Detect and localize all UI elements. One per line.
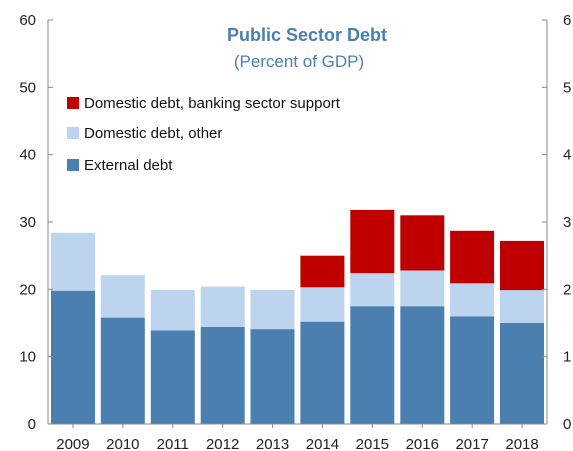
bar-domestic-debt-other-2015 bbox=[350, 273, 395, 307]
bar-external-debt-2014 bbox=[300, 321, 345, 424]
x-tick-label: 2014 bbox=[306, 436, 339, 451]
bar-domestic-debt-other-2009 bbox=[51, 232, 95, 291]
legend-swatch-domestic-debt-other bbox=[67, 127, 79, 139]
legend-label-domestic-debt-banking-sector-support: Domestic debt, banking sector support bbox=[84, 95, 341, 112]
bar-domestic-debt-other-2013 bbox=[250, 290, 295, 330]
x-tick-label: 2015 bbox=[356, 436, 389, 451]
x-tick-label: 2018 bbox=[505, 436, 538, 451]
bar-domestic-debt-banking-sector-support-2017 bbox=[450, 230, 495, 284]
chart-subtitle: (Percent of GDP) bbox=[234, 52, 364, 71]
y-tick-label-left: 50 bbox=[19, 79, 36, 96]
bar-external-debt-2009 bbox=[51, 290, 95, 424]
x-tick-label: 2017 bbox=[455, 436, 488, 451]
x-tick-label: 2013 bbox=[256, 436, 289, 451]
bar-domestic-debt-banking-sector-support-2015 bbox=[350, 209, 395, 274]
bar-domestic-debt-other-2016 bbox=[400, 270, 445, 307]
legend-label-domestic-debt-other: Domestic debt, other bbox=[84, 125, 222, 142]
bar-domestic-debt-other-2012 bbox=[200, 286, 245, 327]
bar-external-debt-2012 bbox=[200, 327, 245, 424]
x-tick-label: 2012 bbox=[206, 436, 239, 451]
bar-external-debt-2017 bbox=[450, 316, 495, 424]
x-tick-label: 2016 bbox=[406, 436, 439, 451]
legend-swatch-external-debt bbox=[67, 159, 79, 171]
y-tick-label-right: 4 bbox=[563, 147, 571, 164]
y-tick-label-right: 0 bbox=[563, 416, 571, 433]
chart-title: Public Sector Debt bbox=[227, 25, 387, 45]
bar-external-debt-2011 bbox=[150, 330, 195, 424]
bars-layer bbox=[51, 209, 544, 424]
bar-domestic-debt-other-2017 bbox=[450, 283, 495, 317]
y-tick-label-left: 60 bbox=[19, 12, 36, 29]
bar-external-debt-2018 bbox=[500, 323, 544, 424]
y-tick-label-left: 10 bbox=[19, 349, 36, 366]
legend: Domestic debt, banking sector support Dom… bbox=[67, 95, 341, 174]
x-tick-label: 2011 bbox=[157, 436, 189, 451]
bar-external-debt-2010 bbox=[100, 317, 145, 424]
y-tick-label-left: 30 bbox=[19, 214, 36, 231]
y-tick-label-left: 20 bbox=[19, 281, 36, 298]
y-tick-label-right: 5 bbox=[563, 79, 571, 96]
legend-label-external-debt: External debt bbox=[84, 157, 173, 174]
bar-domestic-debt-other-2014 bbox=[300, 287, 345, 322]
bar-domestic-debt-other-2010 bbox=[100, 275, 145, 318]
bar-external-debt-2015 bbox=[350, 306, 395, 424]
bar-external-debt-2016 bbox=[400, 306, 445, 424]
bar-domestic-debt-other-2011 bbox=[150, 290, 195, 331]
bar-domestic-debt-banking-sector-support-2014 bbox=[300, 255, 345, 288]
y-tick-label-left: 40 bbox=[19, 147, 36, 164]
axes-layer: 2009 2010 2011 2012 2013 2014 2015 2016 2017 2018… bbox=[19, 12, 571, 451]
bar-domestic-debt-banking-sector-support-2016 bbox=[400, 215, 445, 271]
x-tick-label: 2009 bbox=[56, 436, 89, 451]
y-tick-label-left: 0 bbox=[28, 416, 36, 433]
y-tick-label-right: 6 bbox=[563, 12, 571, 29]
bar-external-debt-2013 bbox=[250, 329, 295, 424]
x-tick-label: 2010 bbox=[106, 436, 139, 451]
y-tick-label-right: 1 bbox=[563, 349, 571, 366]
y-tick-label-right: 3 bbox=[563, 214, 571, 231]
bar-domestic-debt-banking-sector-support-2018 bbox=[500, 240, 544, 291]
bar-domestic-debt-other-2018 bbox=[500, 290, 544, 323]
legend-swatch-domestic-debt-banking-sector-support bbox=[67, 97, 79, 109]
y-tick-label-right: 2 bbox=[563, 281, 571, 298]
